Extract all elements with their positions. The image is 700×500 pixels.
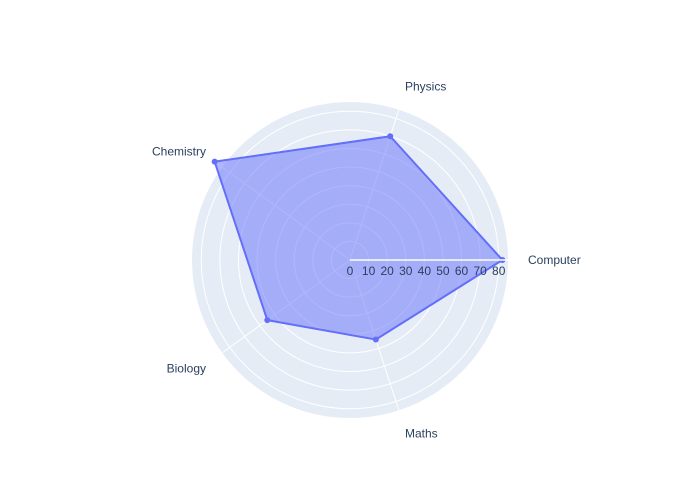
angular-axis-label: Chemistry xyxy=(152,144,206,158)
angular-axis-label: Maths xyxy=(405,426,438,440)
radial-tick-label: 30 xyxy=(399,264,413,278)
radial-tick-label: 0 xyxy=(347,264,354,278)
radial-tick-label: 70 xyxy=(473,264,487,278)
data-point xyxy=(372,336,379,343)
angular-axis-label: Biology xyxy=(167,362,206,376)
angular-axis-label: Physics xyxy=(405,80,446,94)
angular-axis-label: Computer xyxy=(528,253,581,267)
radial-tick-label: 80 xyxy=(492,264,506,278)
data-point xyxy=(387,133,394,140)
radial-tick-label: 60 xyxy=(455,264,469,278)
radial-tick-label: 40 xyxy=(418,264,432,278)
radial-tick-label: 10 xyxy=(362,264,376,278)
radial-tick-label: 50 xyxy=(436,264,450,278)
radial-tick-label: 20 xyxy=(380,264,394,278)
data-point xyxy=(264,317,271,324)
data-point xyxy=(211,158,218,165)
series-area xyxy=(213,135,504,341)
